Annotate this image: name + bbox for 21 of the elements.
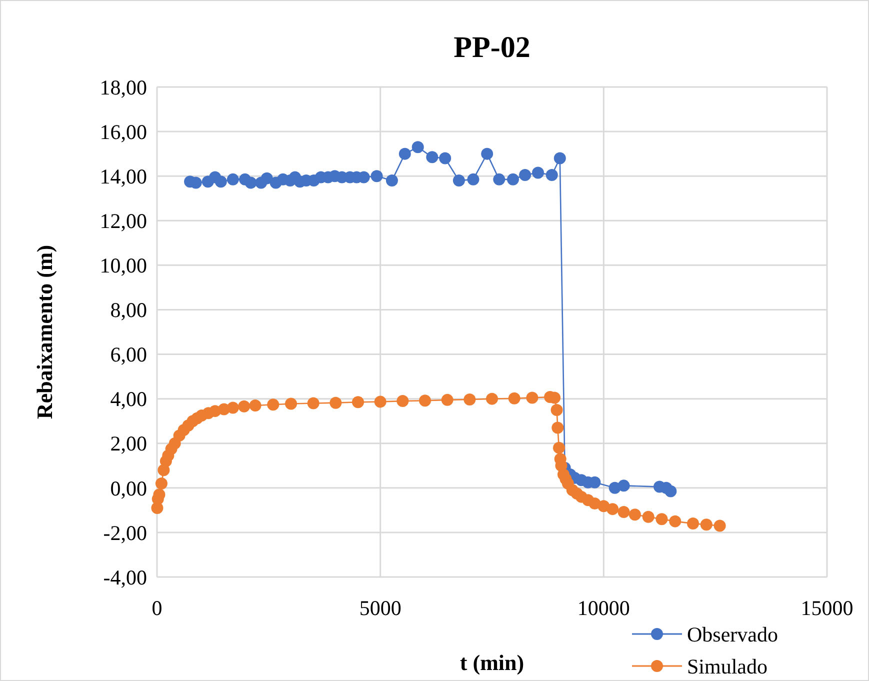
y-tick-label: -2,00 xyxy=(103,520,147,545)
y-tick-label: 0,00 xyxy=(110,476,147,500)
x-tick-label: 5000 xyxy=(359,596,402,620)
legend-label: Simulado xyxy=(687,654,768,678)
legend-label: Observado xyxy=(687,622,778,646)
y-tick-label: 16,00 xyxy=(100,120,147,144)
y-axis-title: Rebaixamento (m) xyxy=(32,244,57,420)
y-tick-label: 4,00 xyxy=(110,387,147,412)
x-axis-title: t (min) xyxy=(460,650,524,675)
y-tick-label: 18,00 xyxy=(100,75,147,100)
y-tick-label: -4,00 xyxy=(103,565,147,590)
y-tick-label: 6,00 xyxy=(110,342,147,367)
y-tick-label: 8,00 xyxy=(110,298,147,322)
y-tick-label: 2,00 xyxy=(110,432,147,456)
y-tick-label: 12,00 xyxy=(100,208,147,233)
y-tick-label: 14,00 xyxy=(100,164,147,188)
y-tick-label: 10,00 xyxy=(100,254,147,278)
x-tick-label: 0 xyxy=(152,596,162,620)
x-tick-label: 10000 xyxy=(577,596,630,620)
chart-title: PP-02 xyxy=(454,31,530,64)
x-tick-label: 15000 xyxy=(800,596,854,620)
